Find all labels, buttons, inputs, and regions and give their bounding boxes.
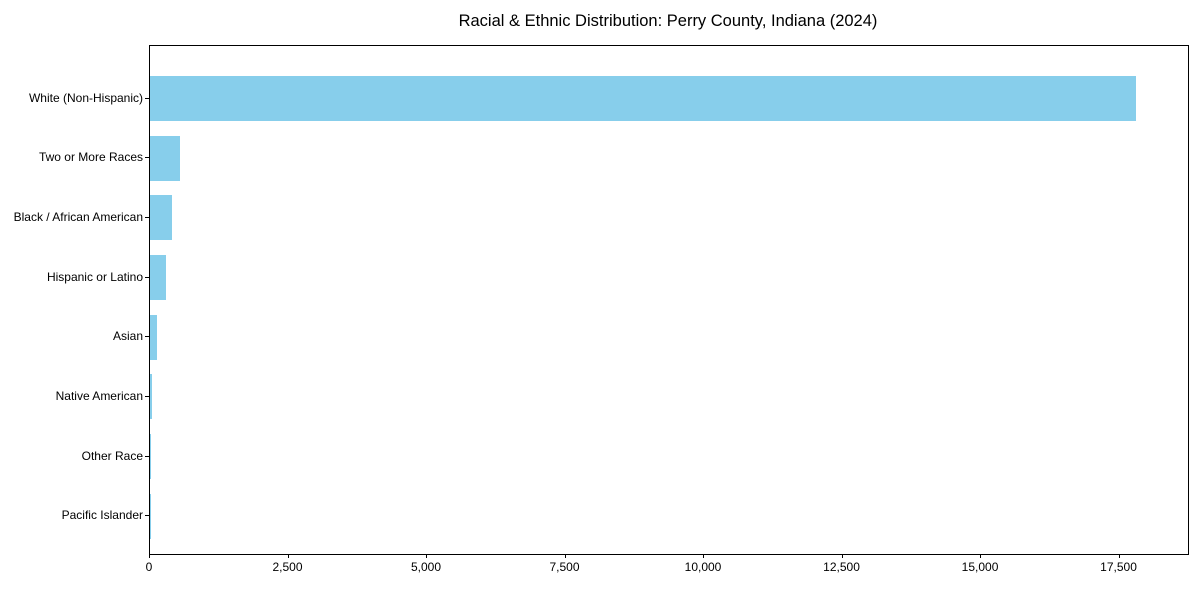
x-axis-tick-mark: [1118, 554, 1120, 558]
y-axis-label-white-non-hispanic: White (Non-Hispanic): [28, 90, 143, 105]
bar-asian: [150, 314, 158, 360]
y-axis-label-pacific-islander: Pacific Islander: [61, 508, 143, 523]
x-axis-tick-mark: [426, 554, 427, 558]
y-axis-tick-mark: [145, 455, 149, 457]
chart-title: Racial & Ethnic Distribution: Perry Coun…: [458, 12, 878, 30]
bar-hispanic-or-latino: [150, 255, 167, 301]
x-axis-tick-label: 2,500: [272, 560, 303, 574]
y-axis-tick-mark: [145, 216, 149, 218]
x-axis-tick-mark: [841, 554, 843, 558]
x-axis-tick-label: 17,500: [1100, 560, 1137, 574]
x-axis-tick-label: 10,000: [684, 560, 722, 574]
bar-other-race: [150, 434, 152, 480]
y-axis-tick-mark: [145, 336, 149, 338]
x-axis-tick-label: 15,000: [961, 560, 999, 574]
y-axis-tick-mark: [145, 157, 149, 159]
x-axis-tick-mark: [287, 554, 289, 558]
bar-white-non-hispanic: [150, 76, 1137, 122]
plot-area: [149, 45, 1189, 555]
y-axis-label-two-or-more-races: Two or More Races: [38, 150, 143, 165]
y-axis-tick-mark: [145, 395, 149, 397]
x-axis-tick-mark: [703, 554, 704, 558]
bar-two-or-more-races: [150, 135, 180, 181]
bar-native-american: [150, 374, 152, 420]
x-axis-tick-mark: [149, 554, 150, 558]
bar-black-african-american: [150, 195, 173, 241]
x-axis-tick-mark: [980, 554, 982, 558]
y-axis-label-asian: Asian: [112, 329, 143, 344]
y-axis-tick-mark: [145, 97, 149, 99]
x-axis-tick-label: 5,000: [410, 560, 442, 574]
x-axis-tick-label: 12,500: [823, 560, 860, 574]
y-axis-tick-mark: [145, 515, 149, 517]
y-axis-label-black-african-american: Black / African American: [13, 209, 143, 224]
x-axis-tick-label: 7,500: [549, 560, 580, 574]
y-axis-label-native-american: Native American: [55, 388, 143, 403]
y-axis-label-hispanic-or-latino: Hispanic or Latino: [46, 269, 143, 284]
x-axis-tick-label: 0: [145, 560, 153, 574]
y-axis-tick-mark: [145, 276, 149, 278]
y-axis-label-other-race: Other Race: [81, 448, 143, 463]
x-axis-tick-mark: [564, 554, 566, 558]
